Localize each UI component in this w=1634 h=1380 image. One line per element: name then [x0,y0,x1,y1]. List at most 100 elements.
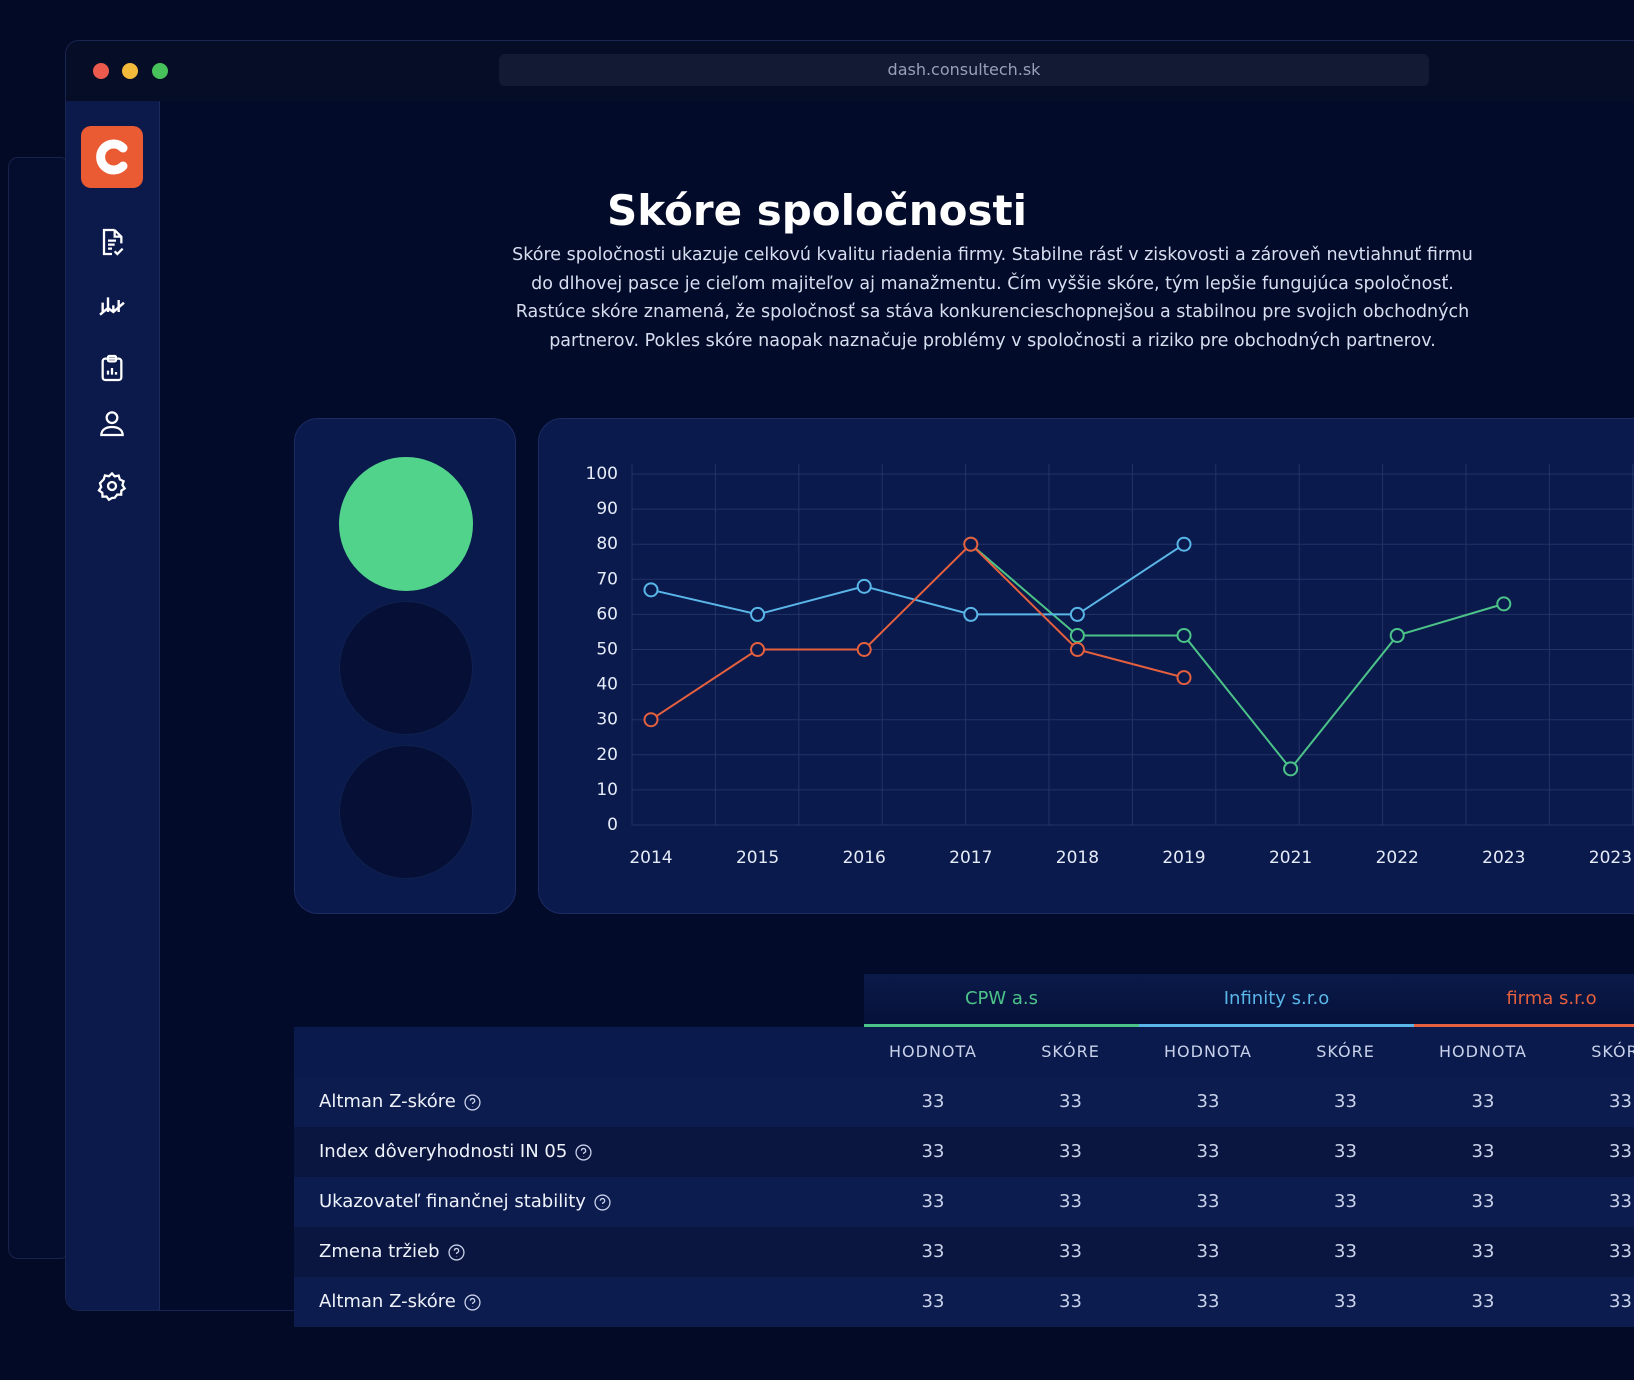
data-point [643,582,659,598]
row-label-wrap: Altman Z-skóre [319,1077,481,1127]
help-icon[interactable] [575,1143,592,1161]
close-button[interactable] [93,63,109,79]
table-cell: 33 [1609,1291,1632,1312]
column-header: SKÓRE [1041,1042,1100,1061]
reports-icon[interactable] [96,352,128,384]
table-cell: 33 [1334,1091,1357,1112]
y-tick-label: 90 [596,499,618,519]
help-icon-circle [594,1193,611,1211]
y-tick-label: 30 [596,710,618,730]
data-point [1389,627,1405,643]
x-tick-label: 2015 [736,848,779,868]
y-tick-label: 70 [596,569,618,589]
row-label: Altman Z-skóre [319,1091,456,1112]
table-cell: 33 [1334,1141,1357,1162]
table-cell: 33 [1609,1141,1632,1162]
url-bar[interactable]: dash.consultech.sk [499,54,1429,86]
data-point [1069,642,1085,657]
table-cell: 33 [1059,1241,1082,1262]
table-cell: 33 [1196,1141,1220,1162]
series-line [650,542,1185,721]
data-point [643,712,659,728]
company-tab[interactable]: Infinity s.r.o [1139,974,1414,1027]
analytics-icon[interactable] [96,288,128,320]
table-row: Index dôveryhodnosti IN 05 33 33 33 33 33 33 [294,1127,1634,1177]
help-icon[interactable] [447,1243,465,1261]
row-label-wrap: Index dôveryhodnosti IN 05 [319,1127,592,1177]
column-header: SKÓRE [1316,1042,1375,1061]
data-point [1069,606,1085,622]
x-tick-label: 2021 [1269,848,1312,868]
light-off [339,601,473,735]
light-off [339,745,473,879]
row-label: Ukazovateľ finančnej stability [319,1191,586,1212]
table-cell: 33 [1471,1241,1495,1262]
table-cell: 33 [1334,1191,1357,1212]
y-tick-label: 50 [596,640,618,660]
series-line [970,543,1505,771]
logo[interactable] [81,126,143,188]
company-tab[interactable]: firma s.r.o [1414,974,1634,1027]
y-tick-label: 60 [596,604,618,624]
traffic-light [294,418,516,914]
column-header: HODNOTA [889,1042,977,1061]
row-label: Zmena tržieb [319,1241,440,1262]
company-tab[interactable]: CPW a.s [864,974,1139,1027]
row-label: Index dôveryhodnosti IN 05 [319,1141,568,1162]
table-cell: 33 [1471,1091,1495,1112]
table-cell: 33 [1334,1291,1357,1312]
y-tick-label: 0 [607,815,618,835]
table-cell: 33 [1471,1191,1495,1212]
data-point [856,578,872,594]
help-icon-circle [575,1143,592,1161]
data-point [856,642,872,657]
x-tick-label: 2023 [1589,848,1632,868]
table-row: Zmena tržieb 33 33 33 33 33 33 [294,1227,1634,1277]
y-tick-label: 20 [596,745,618,765]
table-row: Altman Z-skóre 33 33 33 33 33 33 [294,1277,1634,1327]
data-point [1283,761,1299,777]
page-title: Skóre spoločnosti [606,186,1028,235]
help-icon-mark [469,1097,476,1106]
table-cell: 33 [921,1291,945,1312]
help-icon-mark [599,1197,606,1206]
help-icon-mark [581,1147,587,1156]
series-line [650,543,1185,616]
y-tick-label: 80 [596,534,618,554]
help-icon-mark [453,1247,459,1256]
light-green [339,457,473,591]
table-cell: 33 [1471,1141,1495,1162]
minimize-button[interactable] [122,63,138,79]
table-cell: 33 [1059,1091,1082,1112]
table-row: Ukazovateľ finančnej stability 33 33 33 33 33… [294,1177,1634,1227]
table-row: Altman Z-skóre 33 33 33 33 33 33 [294,1077,1634,1127]
y-tick-label: 100 [586,464,618,484]
data-point [750,642,766,657]
table-cell: 33 [1334,1241,1357,1262]
settings-icon[interactable] [96,470,128,502]
column-header: HODNOTA [1439,1042,1527,1061]
maximize-button[interactable] [152,63,168,79]
row-label-wrap: Altman Z-skóre [319,1277,481,1327]
table-cell: 33 [1196,1241,1220,1262]
x-tick-label: 2018 [1056,848,1099,868]
help-icon[interactable] [464,1093,481,1111]
table-cell: 33 [921,1241,945,1262]
table-cell: 33 [1059,1141,1082,1162]
help-icon-circle [447,1243,465,1261]
help-icon-circle [464,1293,481,1311]
table-header-row: HODNOTA SKÓRE HODNOTA SKÓRE HODNOTA SKÓRE [294,1027,1634,1077]
x-tick-label: 2016 [843,848,886,868]
help-icon-mark [469,1297,476,1306]
help-icon[interactable] [464,1293,481,1311]
table-cell: 33 [921,1141,945,1162]
table-cell: 33 [1609,1241,1632,1262]
documents-icon[interactable] [96,226,128,258]
x-tick-label: 2017 [949,848,992,868]
sidebar [66,101,160,1310]
y-tick-label: 10 [596,780,618,800]
profile-icon[interactable] [96,407,128,439]
help-icon-circle [464,1093,481,1111]
help-icon[interactable] [594,1193,611,1211]
